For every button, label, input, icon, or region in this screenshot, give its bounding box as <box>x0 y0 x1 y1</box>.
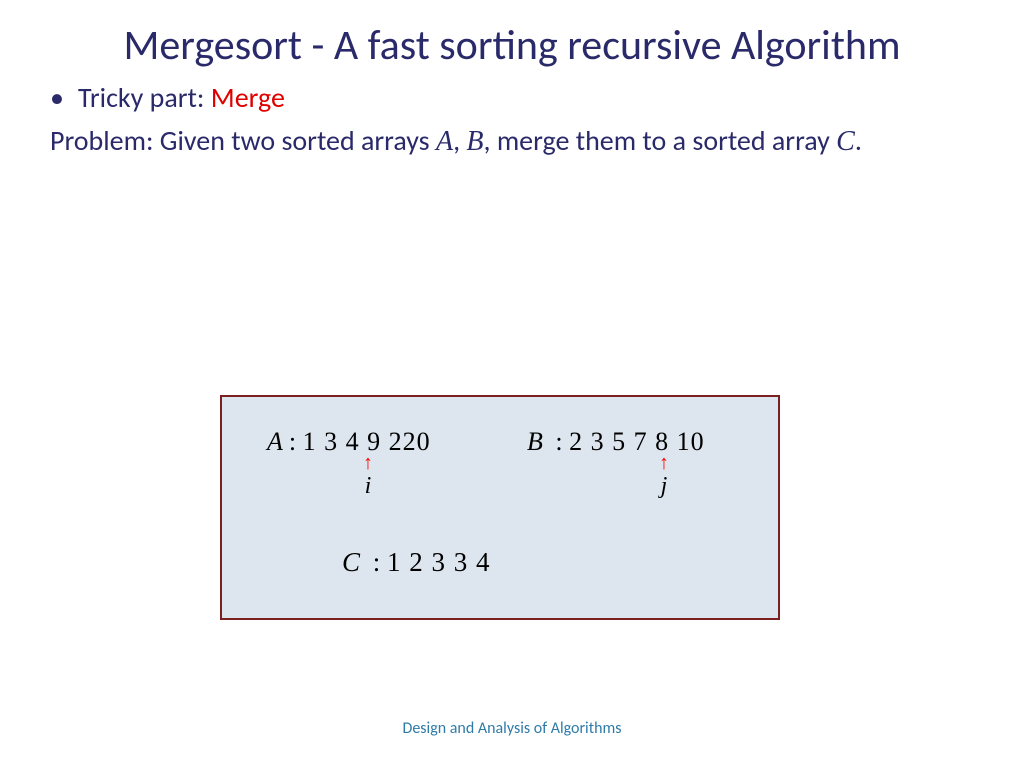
pointer-i-label: i <box>358 473 378 500</box>
var-C: C <box>836 126 855 157</box>
bullet-highlight: Merge <box>211 80 285 115</box>
array-B-values: 2 3 5 7 8 10 <box>569 427 705 456</box>
bullet-line: •Tricky part: Merge <box>50 80 1024 115</box>
arrow-up-icon: ↑ <box>358 455 378 471</box>
problem-text-2: , merge them to a sorted array <box>484 123 837 158</box>
pointer-i: ↑ i <box>358 455 378 500</box>
period: . <box>855 123 862 158</box>
array-C-label: C <box>342 547 360 577</box>
array-A-label: A <box>267 427 283 456</box>
array-B-label: B <box>527 427 543 456</box>
var-B: B <box>466 126 483 157</box>
comma: , <box>453 123 466 158</box>
problem-text-1: Problem: Given two sorted arrays <box>50 123 436 158</box>
array-A: A: 1 3 4 9 220 <box>267 427 431 457</box>
bullet-prefix: Tricky part: <box>78 80 211 115</box>
problem-statement: Problem: Given two sorted arrays A, B, m… <box>50 123 974 159</box>
arrow-up-icon: ↑ <box>654 455 674 471</box>
var-A: A <box>436 126 453 157</box>
pointer-j: ↑ j <box>654 455 674 500</box>
array-C-values: 1 2 3 3 4 <box>387 547 491 577</box>
footer-text: Design and Analysis of Algorithms <box>0 719 1024 738</box>
pointer-j-label: j <box>654 473 674 500</box>
bullet-marker: • <box>50 80 78 115</box>
merge-diagram: A: 1 3 4 9 220 B : 2 3 5 7 8 10 ↑ i ↑ j … <box>220 395 780 620</box>
array-B: B : 2 3 5 7 8 10 <box>527 427 705 457</box>
array-C: C : 1 2 3 3 4 <box>342 547 491 578</box>
slide-title: Mergesort - A fast sorting recursive Alg… <box>0 0 1024 70</box>
